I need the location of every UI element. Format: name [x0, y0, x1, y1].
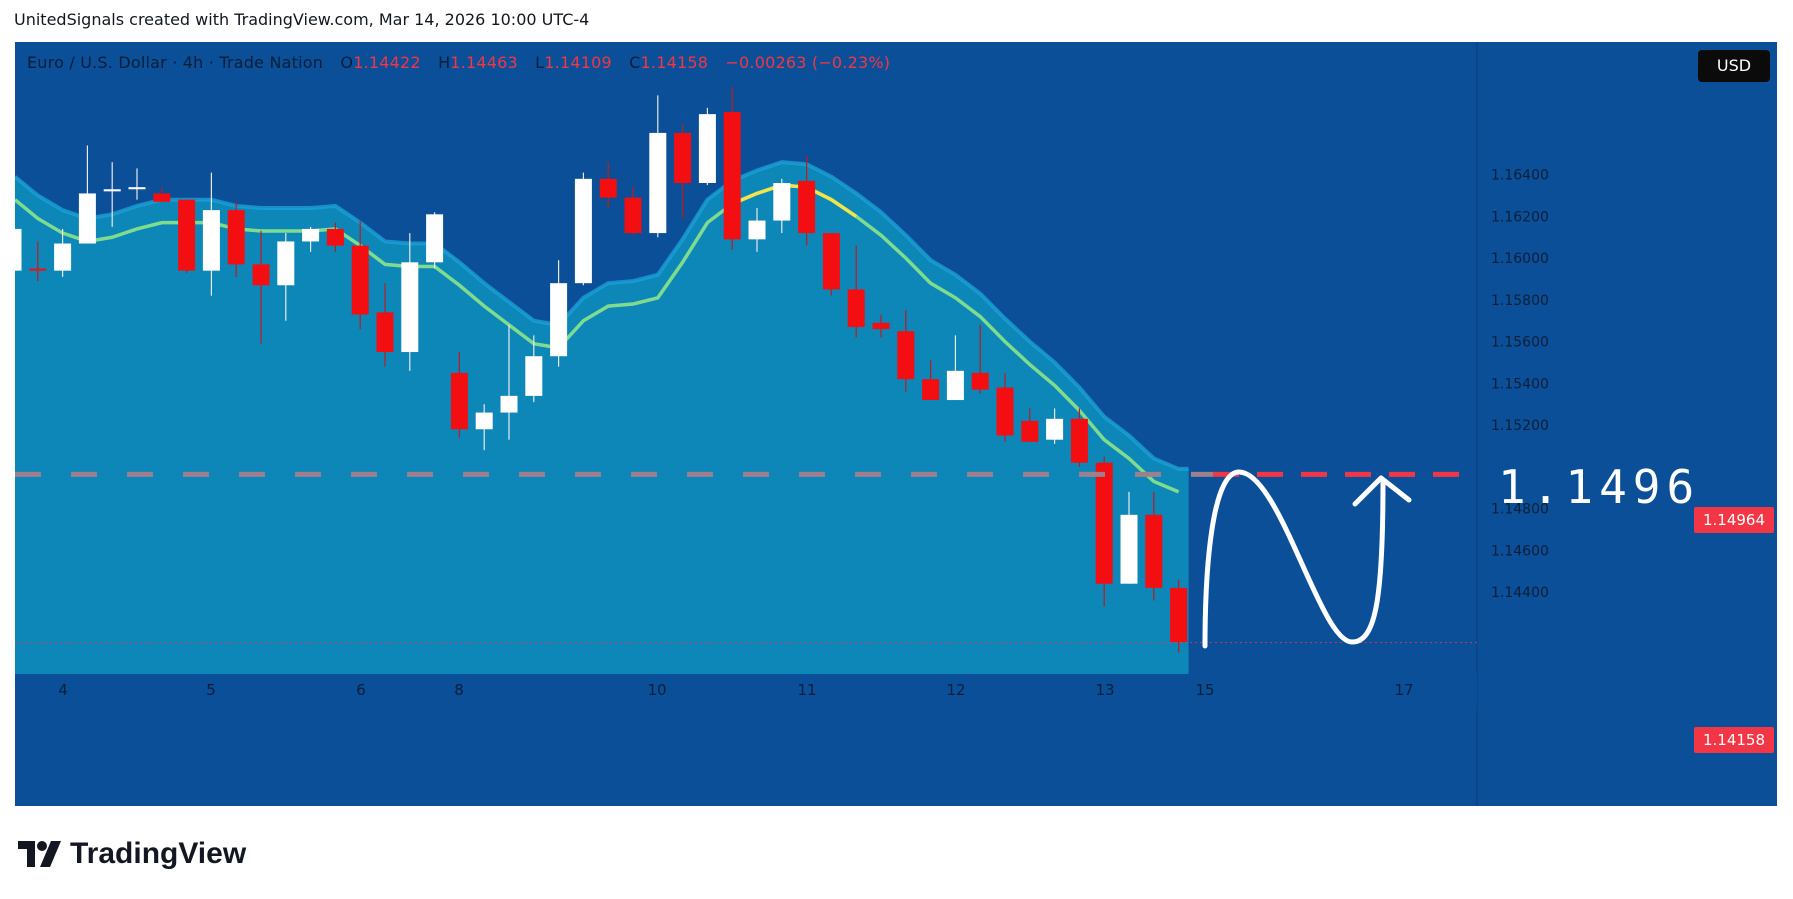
target-price-tag: 1.14964 [1694, 507, 1774, 533]
time-axis-label: 5 [206, 681, 216, 699]
chart-header: UnitedSignals created with TradingView.c… [14, 10, 590, 29]
arrow-head-icon [1352, 475, 1412, 507]
legend-high-label: H [438, 53, 451, 72]
candle-body [78, 193, 96, 244]
candle-body [252, 264, 270, 286]
candle-body [277, 241, 295, 286]
legend-open-value: 1.14422 [353, 53, 421, 72]
price-axis-label: 1.14400 [1491, 585, 1549, 601]
candle-body [723, 112, 741, 240]
candle-body [1170, 587, 1188, 643]
tradingview-brand: TradingView [70, 837, 247, 870]
candle-body [624, 197, 642, 234]
price-axis-label: 1.16400 [1491, 168, 1549, 184]
candle-body [326, 228, 344, 246]
price-axis-label: 1.14800 [1491, 502, 1549, 518]
price-axis-label: 1.15200 [1491, 418, 1549, 434]
price-axis-label: 1.16000 [1491, 251, 1549, 267]
candle-body [15, 228, 22, 271]
legend-close-value: 1.14158 [640, 53, 709, 72]
time-axis-label: 10 [647, 681, 666, 699]
candle-body [798, 180, 816, 234]
price-axis-label: 1.15800 [1491, 293, 1549, 309]
candle-body [946, 370, 964, 401]
legend-close-label: C [629, 53, 641, 72]
candle-body [1046, 418, 1064, 440]
target-annotation-text: 1.1496 [1498, 460, 1701, 514]
candle-body [178, 199, 196, 271]
candle-body [376, 312, 394, 353]
moving-average-highlight [731, 183, 858, 218]
last-price-tag: 1.14158 [1694, 727, 1774, 753]
candle-body [29, 268, 47, 271]
candle-body [153, 193, 171, 202]
legend-low-label: L [535, 53, 545, 72]
candle-body [351, 245, 369, 315]
candle-body [773, 183, 791, 221]
candle-body [1145, 514, 1163, 588]
candle-body [922, 379, 940, 401]
price-axis-label: 1.14600 [1491, 543, 1549, 559]
candle-body [1095, 462, 1113, 584]
legend-open-label: O [340, 53, 354, 72]
legend-symbol: Euro / U.S. Dollar · 4h · Trade Nation [27, 53, 324, 72]
candle-body [550, 283, 568, 357]
time-axis-label: 8 [454, 681, 464, 699]
candle-body [674, 132, 692, 183]
time-axis-label: 6 [356, 681, 366, 699]
candle-body [599, 178, 617, 198]
candle-body [302, 228, 320, 242]
channel-fill [15, 162, 1189, 674]
candle-body [847, 289, 865, 327]
candle-body [401, 262, 419, 353]
price-axis-label: 1.16200 [1491, 209, 1549, 225]
candle-body [475, 412, 493, 430]
candle-body [698, 114, 716, 183]
price-axis-label: 1.15600 [1491, 335, 1549, 351]
candle-body [103, 189, 121, 192]
candle-body [525, 356, 543, 396]
candle-body [897, 331, 915, 380]
candle-body [1070, 418, 1088, 463]
candle-body [227, 210, 245, 265]
time-axis-label: 4 [58, 681, 68, 699]
tradingview-footer[interactable]: TradingView [18, 836, 246, 872]
candle-body [202, 210, 220, 271]
candle-body [128, 187, 146, 190]
currency-button[interactable]: USD [1698, 50, 1770, 82]
time-axis-background [15, 674, 1477, 706]
time-axis-label: 12 [946, 681, 965, 699]
legend-change: −0.00263 (−0.23%) [725, 53, 891, 72]
legend-high-value: 1.14463 [450, 53, 518, 72]
time-axis-label: 15 [1195, 681, 1214, 699]
tradingview-logo-icon [18, 839, 62, 869]
candle-body [822, 233, 840, 290]
projection-path [1202, 469, 1386, 649]
candle-body [450, 372, 468, 430]
time-axis-label: 13 [1095, 681, 1114, 699]
candle-body [971, 372, 989, 390]
candle-body [748, 220, 766, 240]
candle-body [1120, 514, 1138, 584]
legend-low-value: 1.14109 [544, 53, 612, 72]
price-axis-background [1477, 42, 1777, 806]
chart-frame[interactable]: 1.16400 1.16200 1.16000 1.15800 1.15600 1.154… [15, 42, 1777, 806]
candle-body [426, 214, 444, 263]
time-axis-label: 17 [1394, 681, 1413, 699]
candle-body [574, 178, 592, 284]
candle-body [649, 132, 667, 234]
candle-body [54, 243, 72, 271]
time-axis-label: 11 [797, 681, 816, 699]
candle-body [996, 387, 1014, 436]
candles-group [15, 87, 1188, 653]
candle-body [500, 395, 518, 413]
symbol-legend: Euro / U.S. Dollar · 4h · Trade Nation O… [27, 53, 890, 72]
candlestick-chart[interactable]: 1.16400 1.16200 1.16000 1.15800 1.15600 1.154… [15, 42, 1777, 806]
candle-body [1021, 420, 1039, 442]
price-axis-label: 1.15400 [1491, 376, 1549, 392]
candle-body [872, 322, 890, 330]
